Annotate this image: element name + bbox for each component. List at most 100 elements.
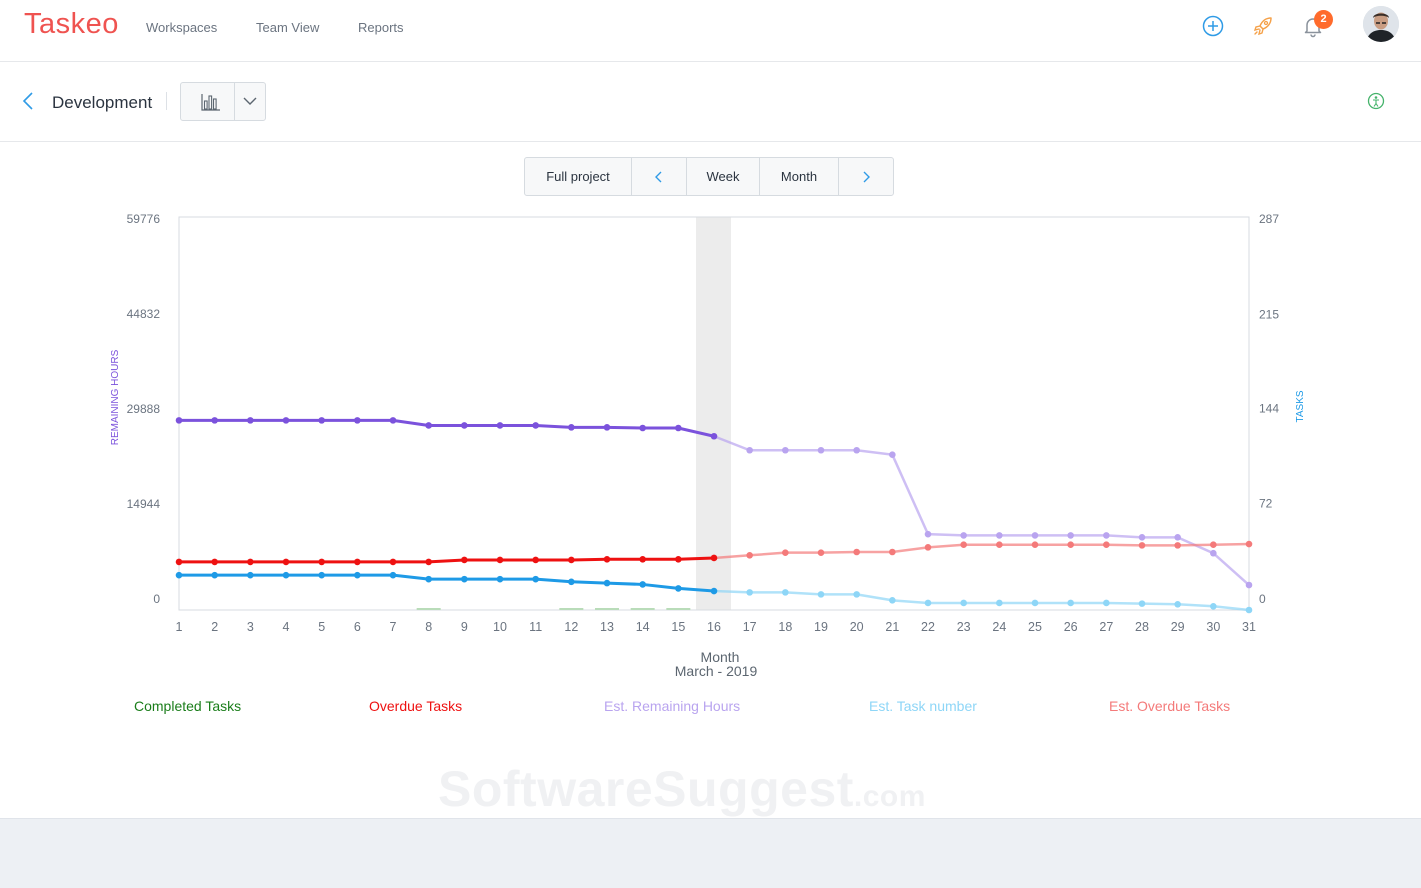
remaining-hours-point <box>746 446 753 454</box>
task-number-point <box>817 591 825 598</box>
task-number-line <box>179 573 715 593</box>
overdue-tasks-point <box>710 554 718 562</box>
overdue-tasks-point <box>603 555 611 563</box>
x-tick-label: 20 <box>850 620 864 634</box>
app-logo[interactable]: Taskeo <box>24 8 119 40</box>
overdue-tasks-point <box>782 549 789 556</box>
legend-item-est-overdue-tasks[interactable]: Est. Overdue Tasks <box>1109 698 1231 714</box>
x-tick-label: 21 <box>885 620 899 634</box>
bar-chart-icon <box>201 94 220 111</box>
remaining-hours-point <box>247 417 254 424</box>
accessibility-icon[interactable] <box>1367 92 1385 110</box>
overdue-tasks-point <box>389 558 397 566</box>
legend-item-est-task-number[interactable]: Est. Task number <box>869 698 977 714</box>
x-tick-label: 12 <box>564 620 578 634</box>
overdue-tasks-point <box>924 544 932 551</box>
previous-period-button[interactable] <box>632 158 687 195</box>
completed-task-bar <box>416 608 441 610</box>
y-left-tick-label: 29888 <box>127 402 161 416</box>
x-tick-label: 30 <box>1206 620 1220 634</box>
remaining-hours-point <box>496 422 504 429</box>
task-number-point <box>710 587 718 595</box>
x-tick-label: 3 <box>247 620 254 634</box>
legend-item-est-remaining-hours[interactable]: Est. Remaining Hours <box>604 698 741 714</box>
overdue-tasks-point <box>889 548 896 556</box>
x-tick-label: 31 <box>1242 620 1256 634</box>
task-number-point <box>853 591 860 598</box>
remaining-hours-point <box>211 417 218 424</box>
legend-item-completed-tasks[interactable]: Completed Tasks <box>134 698 242 714</box>
range-toolbar: Full project Week Month <box>524 157 894 196</box>
x-tick-label: 4 <box>283 620 290 634</box>
chevron-left-icon <box>655 171 662 182</box>
overdue-tasks-point <box>568 556 575 564</box>
x-tick-label: 27 <box>1099 620 1113 634</box>
watermark: SoftwareSuggest.com <box>438 761 926 817</box>
overdue-tasks-point <box>1174 542 1181 549</box>
current-day-highlight <box>696 217 731 610</box>
remaining-hours-point <box>996 532 1003 539</box>
add-icon[interactable] <box>1201 14 1225 38</box>
x-tick-label: 19 <box>814 620 828 634</box>
overdue-tasks-point <box>1103 541 1110 549</box>
legend-item-overdue-tasks[interactable]: Overdue Tasks <box>369 698 463 714</box>
nav-team-view[interactable]: Team View <box>256 20 320 35</box>
x-axis-title: Month <box>701 649 740 665</box>
remaining-hours-point <box>568 424 575 431</box>
overdue-tasks-point <box>247 558 254 566</box>
task-number-point <box>532 575 539 583</box>
remaining-hours-point <box>1138 534 1146 541</box>
nav-reports[interactable]: Reports <box>358 20 404 35</box>
overdue-tasks-estimate-line <box>713 542 1250 560</box>
remaining-hours-point <box>1031 532 1039 539</box>
remaining-hours-point <box>924 530 932 538</box>
remaining-hours-point <box>782 446 789 454</box>
task-number-point <box>461 575 468 583</box>
remaining-hours-point <box>389 417 397 424</box>
full-project-button[interactable]: Full project <box>525 158 632 195</box>
overdue-tasks-point <box>817 549 825 556</box>
task-number-point <box>996 599 1003 607</box>
next-period-button[interactable] <box>839 158 893 195</box>
overdue-tasks-point <box>1031 541 1039 549</box>
remaining-hours-point <box>1245 581 1253 589</box>
user-avatar[interactable] <box>1363 6 1399 42</box>
overdue-tasks-point <box>532 556 539 564</box>
y-left-tick-label: 0 <box>153 592 160 606</box>
chart-view-button[interactable] <box>181 83 235 120</box>
nav-workspaces[interactable]: Workspaces <box>146 20 218 35</box>
view-dropdown-button[interactable] <box>235 83 265 120</box>
task-number-point <box>1031 599 1039 607</box>
task-number-point <box>746 589 753 596</box>
remaining-hours-point <box>1174 534 1181 541</box>
x-tick-label: 5 <box>318 620 325 634</box>
task-number-point <box>675 585 682 592</box>
rocket-icon[interactable] <box>1251 14 1275 38</box>
task-number-point <box>889 597 896 604</box>
month-button[interactable]: Month <box>760 158 839 195</box>
overdue-tasks-point <box>282 558 290 566</box>
page-footer <box>0 818 1421 888</box>
project-title: Development <box>52 93 153 112</box>
y-left-tick-label: 59776 <box>127 212 161 226</box>
y-left-tick-label: 14944 <box>127 497 161 511</box>
overdue-tasks-point <box>496 556 504 564</box>
back-arrow-icon[interactable] <box>18 90 38 112</box>
x-axis-subtitle: March - 2019 <box>675 663 758 679</box>
completed-task-bar <box>559 608 584 610</box>
week-button[interactable]: Week <box>687 158 760 195</box>
completed-task-bar <box>630 608 655 610</box>
x-tick-label: 10 <box>493 620 507 634</box>
task-number-point <box>211 571 218 579</box>
overdue-tasks-point <box>1210 541 1217 549</box>
view-switcher <box>180 82 266 121</box>
x-tick-label: 24 <box>992 620 1006 634</box>
task-number-point <box>639 581 646 588</box>
overdue-tasks-point <box>354 558 361 566</box>
x-tick-label: 29 <box>1171 620 1185 634</box>
remaining-hours-point <box>282 417 290 424</box>
overdue-tasks-point <box>1138 542 1146 549</box>
task-number-point <box>354 571 361 579</box>
overdue-tasks-point <box>639 555 646 563</box>
remaining-hours-point <box>710 432 718 440</box>
